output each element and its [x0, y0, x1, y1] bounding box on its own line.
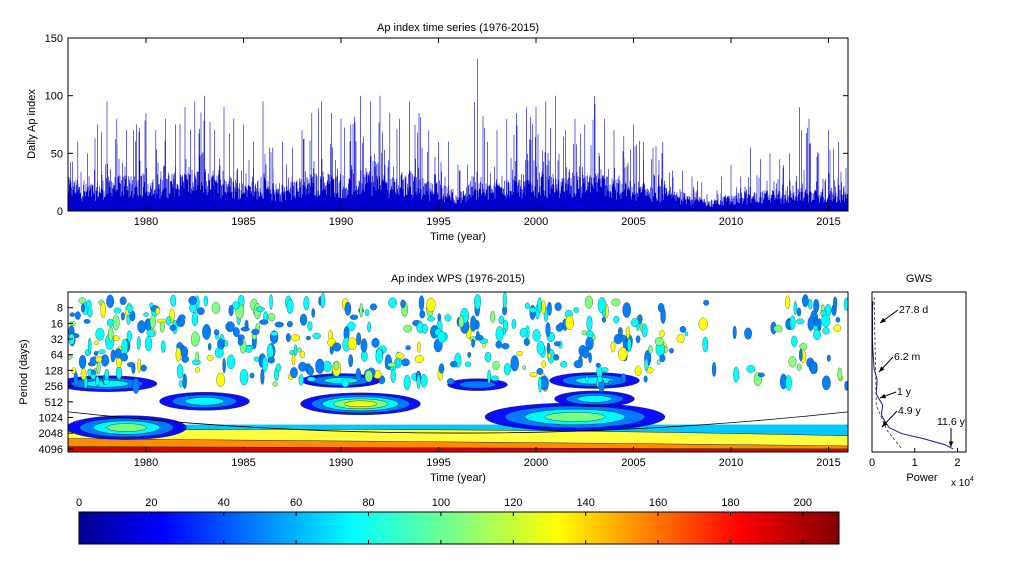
- x-tick-label: 2000: [524, 216, 548, 228]
- colorbar-tick-label: 0: [76, 497, 82, 509]
- x-tick-label: 2015: [816, 216, 840, 228]
- x-tick-label: 1990: [329, 216, 353, 228]
- x-tick-label: 1990: [329, 457, 353, 469]
- x-tick-label: 1995: [426, 216, 450, 228]
- x-tick-label: 2005: [621, 216, 645, 228]
- gws-x-axis: 0 1 2: [869, 448, 961, 469]
- colorbar-ticks: 0 20 40 60 80 100 120 140 160 180 200: [76, 497, 812, 544]
- x-tick-label: 1980: [134, 457, 158, 469]
- wps-blob: [549, 372, 640, 389]
- timeseries-xlabel: Time (year): [430, 231, 486, 243]
- y-tick-label: 16: [51, 318, 63, 330]
- gws-exponent-label: x 104: [951, 476, 974, 489]
- timeseries-x-axis: 1980 1985 1990 1995 2000 2005 2010 2015: [134, 38, 841, 228]
- gws-axes-box: [871, 291, 967, 453]
- x-tick-label: 2010: [719, 457, 743, 469]
- y-tick-label: 128: [45, 365, 63, 377]
- gws-annotation-label: 27.8 d: [899, 304, 928, 316]
- x-tick-label: 2000: [524, 457, 548, 469]
- colorbar: 0 20 40 60 80 100 120 140 160 180 200: [76, 497, 840, 545]
- gws-annotation-arrowhead: [882, 421, 888, 427]
- y-tick-label: 100: [45, 91, 63, 103]
- gws-annotations: 27.8 d 6.2 m 1 y 4.9 y 11.6 y: [878, 304, 966, 447]
- colorbar-tick-label: 160: [649, 497, 667, 509]
- colorbar-tick-label: 200: [794, 497, 812, 509]
- colorbar-tick-label: 120: [504, 497, 522, 509]
- wps-blob: [300, 392, 421, 416]
- y-tick-label: 50: [51, 148, 63, 160]
- gws-significance-line: [873, 297, 903, 450]
- gws-annotation-label: 6.2 m: [894, 351, 921, 363]
- wps-blob: [484, 402, 666, 432]
- x-tick-label: 1995: [426, 457, 450, 469]
- timeseries-ylabel: Daily Ap index: [26, 89, 38, 159]
- colorbar-gradient: [78, 511, 840, 545]
- gws-annotation-arrowhead: [879, 366, 885, 372]
- y-tick-label: 64: [51, 350, 63, 362]
- gws-annotation-label: 1 y: [897, 386, 912, 398]
- y-tick-label: 4096: [39, 444, 63, 456]
- y-tick-label: 32: [51, 334, 63, 346]
- wps-x-axis: 1980 1985 1990 1995 2000 2005 2010 2015: [134, 447, 841, 469]
- wps-axes-box: [67, 291, 849, 453]
- wps-ylabel: Period (days): [18, 339, 30, 404]
- gws-xlabel: Power: [906, 472, 938, 484]
- gws-panel: GWS 0 1 2 Power x 104 27.8 d 6.2 m 1 y 4.9 y 1…: [869, 273, 974, 489]
- colorbar-tick-label: 20: [145, 497, 157, 509]
- colorbar-tick-label: 80: [362, 497, 374, 509]
- ap-index-line: [68, 58, 848, 211]
- x-tick-label: 1985: [231, 457, 255, 469]
- wps-blob: [447, 378, 508, 391]
- colorbar-tick-label: 60: [290, 497, 302, 509]
- gws-annotation-label: 11.6 y: [937, 416, 966, 428]
- x-tick-label: 2005: [621, 457, 645, 469]
- wps-blob: [554, 390, 635, 408]
- gws-title: GWS: [906, 273, 932, 285]
- y-tick-label: 2048: [39, 428, 63, 440]
- y-tick-label: 256: [45, 381, 63, 393]
- timeseries-series: [68, 58, 848, 211]
- wps-blob: [159, 392, 250, 411]
- wps-blob: [68, 415, 187, 440]
- gws-annotation-arrowhead: [948, 441, 954, 447]
- x-tick-label: 2015: [816, 457, 840, 469]
- gws-annotation-arrowhead: [880, 317, 886, 323]
- timeseries-y-axis: 0 50 100 150: [45, 33, 848, 218]
- gws-annotation-arrowhead: [880, 393, 886, 399]
- x-tick-label: 0: [869, 457, 875, 469]
- x-tick-label: 1980: [134, 216, 158, 228]
- cone-of-influence: [68, 411, 848, 434]
- y-tick-label: 1024: [39, 412, 63, 424]
- x-tick-label: 1985: [231, 216, 255, 228]
- y-tick-label: 0: [57, 206, 63, 218]
- wps-xlabel: Time (year): [430, 472, 486, 484]
- timeseries-axes-box: [67, 37, 849, 212]
- timeseries-panel: Ap index time series (1976-2015) 0 50 100 1…: [26, 22, 849, 243]
- wps-heatmap: [68, 292, 848, 452]
- y-tick-label: 8: [57, 303, 63, 315]
- colorbar-tick-label: 180: [721, 497, 739, 509]
- colorbar-tick-label: 140: [576, 497, 594, 509]
- x-tick-label: 2010: [719, 216, 743, 228]
- x-tick-label: 1: [912, 457, 918, 469]
- colorbar-tick-label: 40: [218, 497, 230, 509]
- y-tick-label: 150: [45, 33, 63, 45]
- colorbar-tick-label: 100: [432, 497, 450, 509]
- wps-short-period-speckle: [68, 292, 848, 394]
- wps-y-axis: 8 16 32 64 128 256 512 1024 2048 4096: [39, 303, 73, 456]
- y-tick-label: 512: [45, 397, 63, 409]
- timeseries-title: Ap index time series (1976-2015): [377, 22, 539, 34]
- x-tick-label: 2: [954, 457, 960, 469]
- gws-annotation-label: 4.9 y: [898, 405, 922, 417]
- wps-panel: Ap index WPS (1976-2015) 8 16 32 64 128 256 51…: [18, 273, 849, 484]
- wps-title: Ap index WPS (1976-2015): [391, 273, 525, 285]
